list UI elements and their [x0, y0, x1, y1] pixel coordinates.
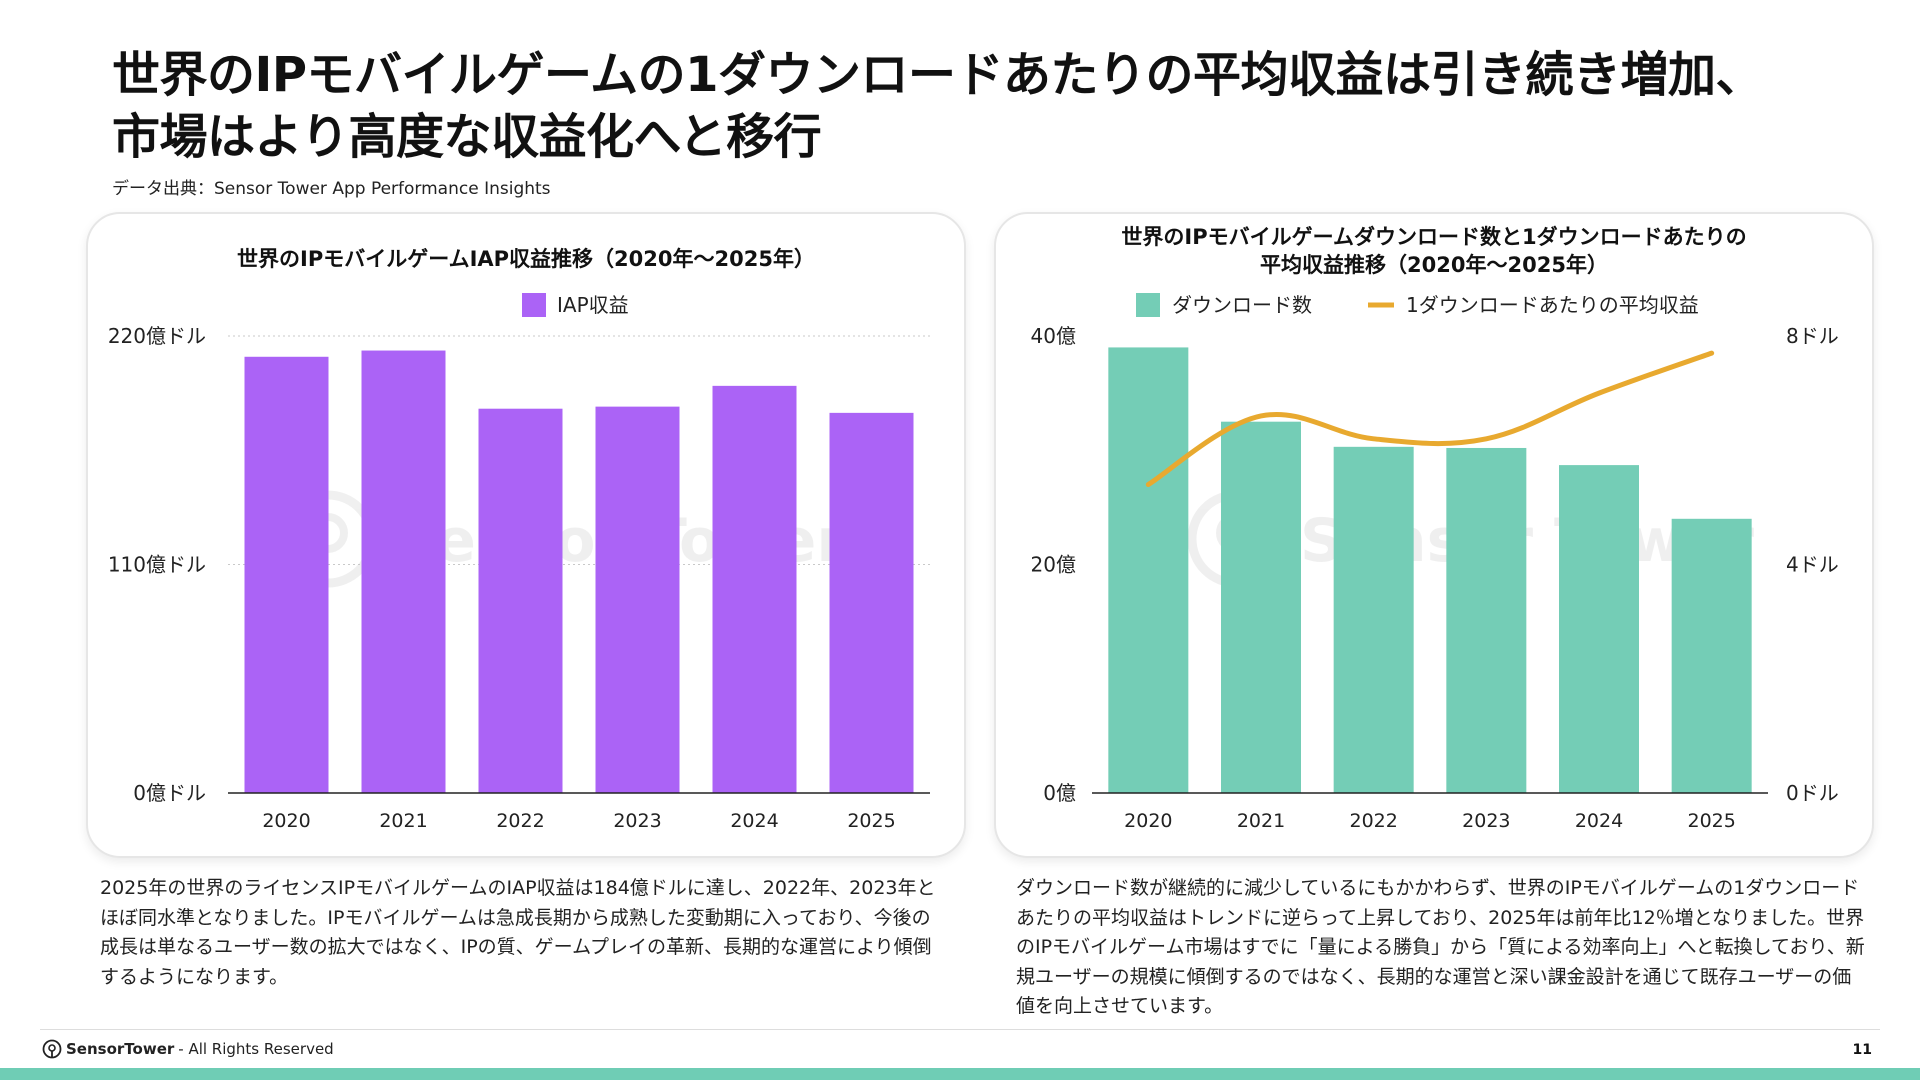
x-tick-label: 2022 [1349, 810, 1397, 832]
chart-title-line-1: 世界のIPモバイルゲームダウンロード数と1ダウンロードあたりの [1121, 225, 1746, 249]
bar-2024 [712, 385, 797, 793]
x-tick-label: 2024 [730, 810, 778, 832]
chart-title: 世界のIPモバイルゲームIAP収益推移（2020年〜2025年） [237, 247, 815, 271]
legend-swatch-iap [522, 293, 546, 317]
x-tick-label: 2023 [613, 810, 661, 832]
downloads-arpd-description: ダウンロード数が継続的に減少しているにもかかわらず、世界のIPモバイルゲームの1… [1016, 877, 1865, 1017]
x-tick-label: 2020 [1124, 810, 1172, 832]
bar-2022 [478, 408, 563, 793]
legend-swatch-downloads [1136, 293, 1160, 317]
iap-revenue-chart-card: Sensor Tower世界のIPモバイルゲームIAP収益推移（2020年〜20… [86, 212, 966, 858]
x-tick-label: 2021 [379, 810, 427, 832]
x-tick-label: 2025 [847, 810, 895, 832]
bar-downloads-2021 [1221, 421, 1301, 793]
y-tick-label: 110億ドル [108, 553, 206, 577]
bottom-accent-bar [0, 1068, 1920, 1080]
downloads-arpd-chart-card: Sensor Tower 世界のIPモバイルゲームダウンロード数と1ダウンロードあ… [994, 212, 1874, 858]
bar-downloads-2022 [1333, 446, 1414, 793]
y-left-tick-label: 0億 [1043, 781, 1076, 805]
bar-2023 [595, 406, 680, 793]
y-tick-label: 0億ドル [133, 781, 206, 805]
bar-downloads-2025 [1671, 518, 1752, 793]
x-tick-label: 2025 [1687, 810, 1735, 832]
footer-logo: SensorTower - All Rights Reserved [42, 1039, 334, 1059]
iap-revenue-description: 2025年の世界のライセンスIPモバイルゲームのIAP収益は184億ドルに達し、… [100, 877, 936, 988]
page-title-line-2: 市場はより高度な収益化へと移行 [112, 109, 822, 165]
y-right-tick-label: 4ドル [1786, 553, 1839, 577]
chart-title-line-2: 平均収益推移（2020年〜2025年） [1260, 253, 1608, 277]
y-right-tick-label: 8ドル [1786, 324, 1839, 348]
arpd-line [1145, 350, 1715, 488]
bar-downloads-2023 [1446, 447, 1527, 793]
y-right-tick-label: 0ドル [1786, 781, 1839, 805]
iap-revenue-chart: Sensor Tower世界のIPモバイルゲームIAP収益推移（2020年〜20… [108, 247, 930, 832]
sensor-tower-logo-icon [42, 1039, 62, 1059]
footer-rights: - All Rights Reserved [178, 1040, 334, 1058]
bar-downloads-2024 [1559, 465, 1639, 793]
x-tick-label: 2024 [1575, 810, 1623, 832]
footer-brand: SensorTower [66, 1040, 175, 1058]
footer-divider [40, 1029, 1880, 1030]
legend-label-iap: IAP収益 [557, 293, 629, 317]
y-left-tick-label: 40億 [1031, 324, 1076, 348]
y-tick-label: 220億ドル [108, 324, 206, 348]
page-title-line-1: 世界のIPモバイルゲームの1ダウンロードあたりの平均収益は引き続き増加、 [112, 47, 1764, 103]
bar-2021 [361, 350, 446, 793]
bar-downloads-2020 [1108, 347, 1189, 793]
x-tick-label: 2021 [1237, 810, 1285, 832]
x-tick-label: 2020 [262, 810, 310, 832]
data-source: データ出典：Sensor Tower App Performance Insig… [112, 179, 551, 199]
page-title: 世界のIPモバイルゲームの1ダウンロードあたりの平均収益は引き続き増加、 市場は… [112, 44, 1872, 168]
legend-label-arpd: 1ダウンロードあたりの平均収益 [1406, 293, 1699, 317]
bar-2020 [244, 356, 329, 793]
x-tick-label: 2022 [496, 810, 544, 832]
legend-label-downloads: ダウンロード数 [1172, 293, 1312, 317]
x-tick-label: 2023 [1462, 810, 1510, 832]
page-number: 11 [1852, 1042, 1872, 1058]
downloads-arpd-chart: Sensor Tower世界のIPモバイルゲームダウンロード数と1ダウンロードあ… [1031, 225, 1839, 832]
bar-2025 [829, 412, 914, 793]
y-left-tick-label: 20億 [1031, 553, 1076, 577]
